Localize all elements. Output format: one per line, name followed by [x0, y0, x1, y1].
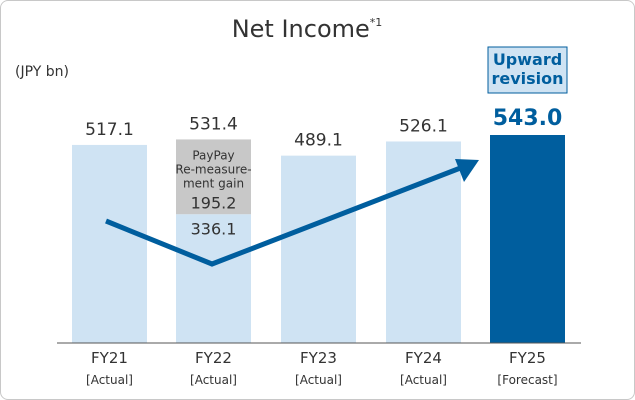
badge-text: revision [491, 69, 563, 88]
x-tick-label: FY21 [91, 349, 128, 367]
x-sublabel: [Actual] [86, 373, 133, 387]
x-sublabel: [Forecast] [497, 373, 557, 387]
base-value-label: 336.1 [191, 219, 237, 238]
gain-label-text: Re-measure- [175, 162, 251, 176]
value-label: 543.0 [493, 106, 563, 131]
x-tick-label: FY23 [300, 349, 337, 367]
gain-value-label: 195.2 [191, 193, 237, 212]
bar-segment-base [176, 214, 251, 343]
unit-label: (JPY bn) [15, 64, 69, 80]
upward-revision-badge [487, 46, 568, 94]
trend-arrow [105, 159, 479, 267]
x-tick-label: FY24 [405, 349, 442, 367]
x-sublabel: [Actual] [400, 373, 447, 387]
x-sublabel: [Actual] [190, 373, 237, 387]
badge-text: Upward [493, 50, 562, 69]
bar-fy21 [72, 144, 147, 343]
bar-segment-gain [176, 139, 251, 215]
bar-fy23 [281, 155, 356, 343]
x-tick-label: FY22 [195, 349, 232, 367]
value-label: 531.4 [189, 114, 238, 134]
title-footnote: *1 [370, 16, 383, 29]
chart-title: Net Income*1 [232, 15, 383, 43]
x-sublabel: [Actual] [295, 373, 342, 387]
gain-label-text: ment gain [183, 176, 244, 190]
bar-fy25 [490, 135, 565, 343]
gain-label-text: PayPay [192, 148, 234, 162]
value-label: 489.1 [294, 131, 343, 151]
value-label: 526.1 [399, 116, 448, 136]
x-tick-label: FY25 [509, 349, 546, 367]
arrowhead-icon [455, 159, 479, 182]
value-label: 517.1 [85, 120, 134, 140]
